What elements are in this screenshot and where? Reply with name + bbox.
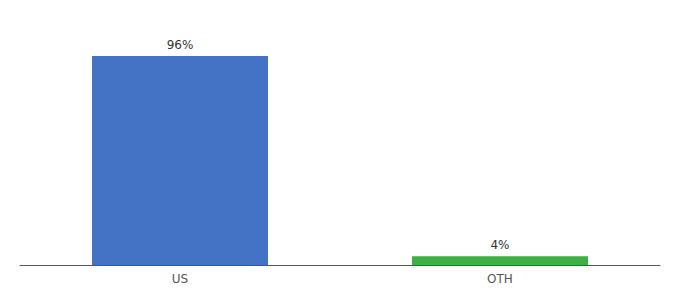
svg-text:4%: 4% (490, 238, 509, 252)
svg-text:OTH: OTH (487, 272, 513, 286)
svg-text:US: US (172, 272, 188, 286)
svg-text:96%: 96% (167, 38, 194, 52)
